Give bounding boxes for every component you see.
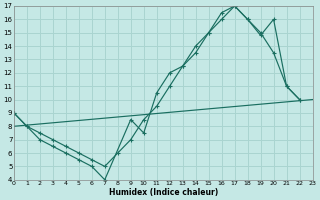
X-axis label: Humidex (Indice chaleur): Humidex (Indice chaleur) (108, 188, 218, 197)
